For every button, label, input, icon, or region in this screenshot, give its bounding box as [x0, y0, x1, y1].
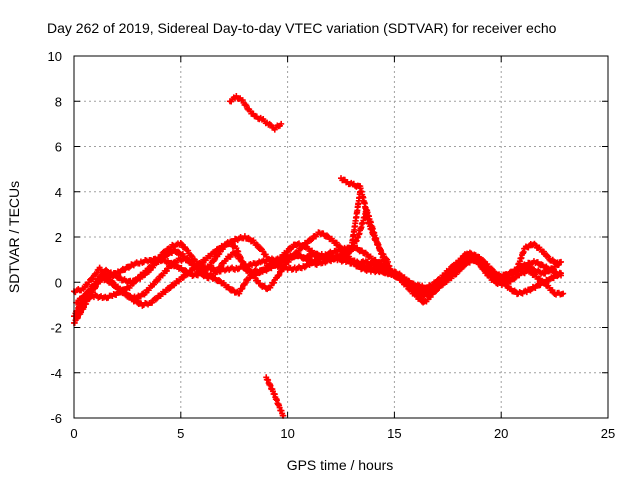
data-point: [211, 256, 218, 263]
data-point: [146, 267, 153, 274]
y-tick-label: 2: [55, 230, 62, 245]
y-tick-label: 8: [55, 94, 62, 109]
data-point: [333, 239, 340, 246]
data-point: [243, 102, 250, 109]
data-point: [214, 269, 221, 276]
data-point: [477, 261, 484, 268]
data-point: [453, 266, 460, 273]
data-point: [92, 282, 99, 289]
data-point: [239, 97, 246, 104]
data-point: [207, 262, 214, 269]
x-tick-label: 0: [70, 426, 77, 441]
y-axis-label: SDTVAR / TECUs: [6, 181, 22, 293]
data-point: [238, 257, 245, 264]
y-tick-label: 10: [48, 49, 62, 64]
x-axis-label: GPS time / hours: [287, 457, 394, 473]
y-tick-label: 6: [55, 140, 62, 155]
data-point: [242, 261, 249, 268]
data-point: [560, 290, 567, 297]
data-point: [142, 289, 149, 296]
data-point: [380, 251, 387, 258]
data-point: [338, 244, 344, 251]
data-point: [558, 272, 565, 279]
series-track-g: [263, 374, 287, 419]
y-tick-label: -6: [50, 411, 62, 426]
x-tick-label: 15: [387, 426, 401, 441]
data-point: [259, 248, 266, 255]
x-tick-label: 25: [601, 426, 615, 441]
data-points: [71, 92, 567, 419]
chart-title: Day 262 of 2019, Sidereal Day-to-day VTE…: [47, 20, 557, 36]
data-point: [406, 278, 413, 285]
axis-ticks: 0 5 10 15 20 25 -6 -4 -2 0 2 4 6 8 10: [48, 49, 616, 441]
data-point: [386, 263, 393, 270]
data-point: [449, 271, 456, 278]
y-tick-label: -4: [50, 366, 62, 381]
data-point: [185, 247, 192, 254]
data-point: [245, 265, 252, 272]
series-track-f: [226, 92, 285, 133]
data-point: [187, 252, 194, 259]
data-point: [357, 188, 364, 195]
data-point: [540, 248, 547, 255]
data-point: [448, 272, 455, 279]
data-point: [456, 263, 463, 270]
x-tick-label: 5: [177, 426, 184, 441]
grid: [74, 56, 608, 418]
data-point: [93, 270, 100, 277]
x-tick-label: 10: [280, 426, 294, 441]
data-point: [178, 241, 185, 248]
data-point: [242, 101, 249, 108]
data-point: [298, 245, 305, 252]
y-tick-label: 4: [55, 185, 62, 200]
data-point: [217, 263, 224, 270]
data-point: [555, 261, 562, 268]
y-tick-label: 0: [55, 275, 62, 290]
data-point: [490, 276, 497, 283]
x-tick-label: 20: [494, 426, 508, 441]
data-point: [234, 252, 241, 259]
series-track-i: [348, 188, 364, 250]
data-point: [188, 253, 195, 260]
data-point: [271, 279, 278, 286]
data-point: [246, 275, 253, 282]
data-point: [254, 242, 261, 249]
data-point: [151, 281, 158, 288]
data-point: [155, 276, 162, 283]
y-tick-label: -2: [50, 321, 62, 336]
data-point: [206, 263, 213, 270]
data-point: [384, 258, 391, 265]
data-point: [483, 269, 490, 276]
data-point: [220, 245, 227, 252]
data-point: [278, 120, 285, 127]
data-point: [545, 253, 552, 260]
